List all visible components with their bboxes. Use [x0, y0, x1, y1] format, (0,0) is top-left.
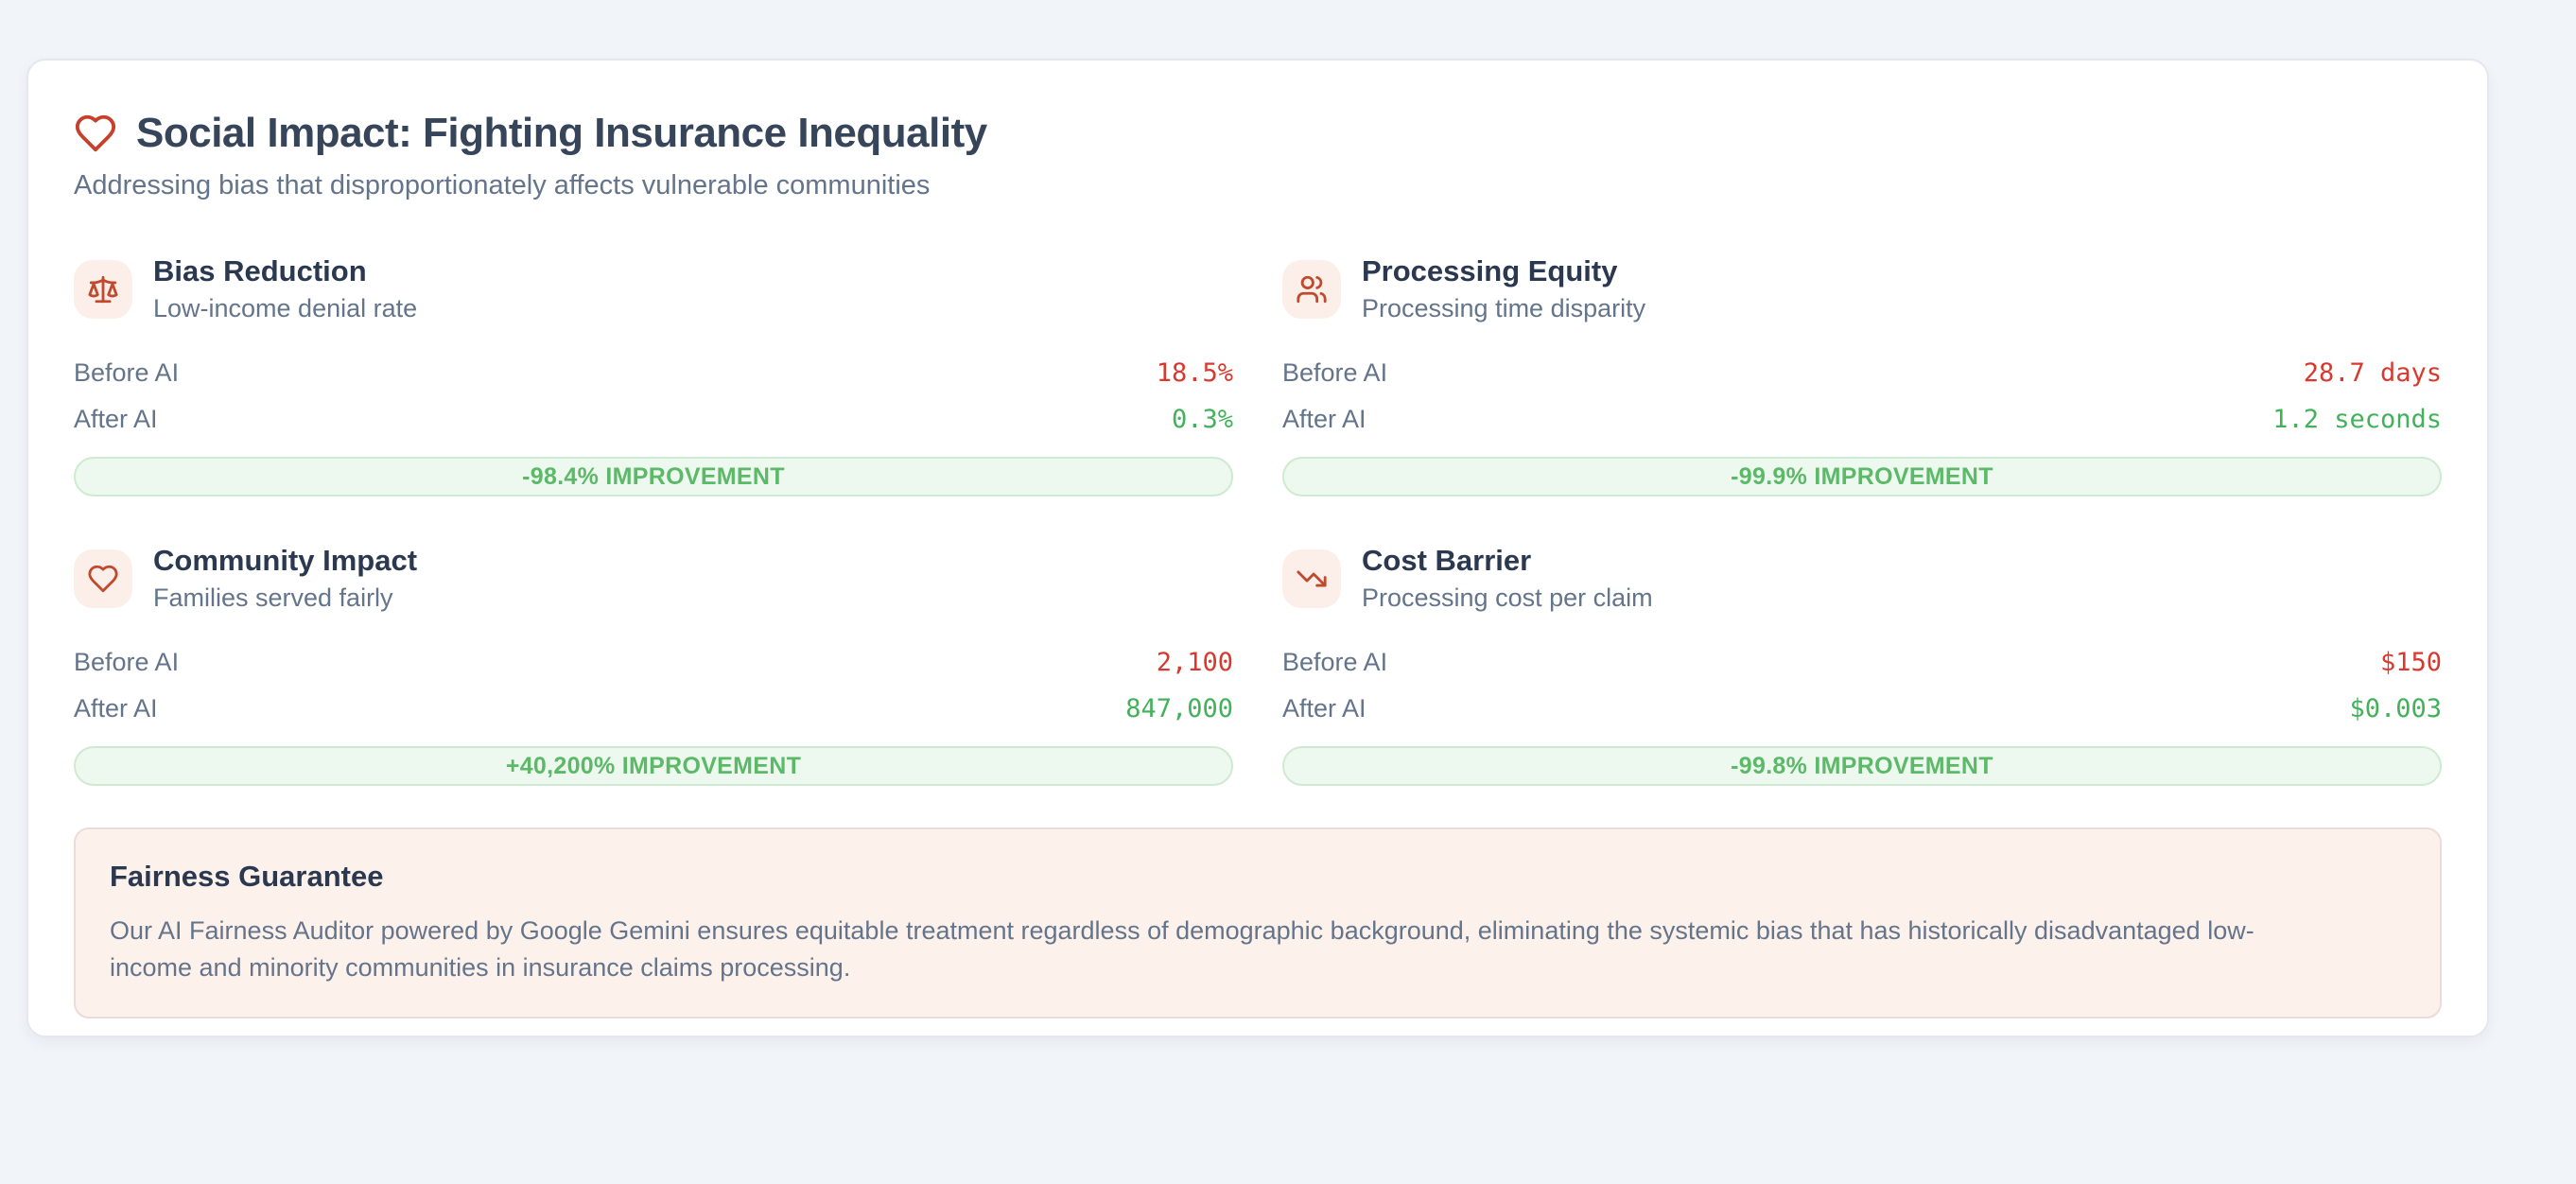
metric-subtitle: Processing cost per claim: [1362, 583, 1653, 612]
metric-rows: Before AI 18.5% After AI 0.3%: [74, 357, 1233, 434]
page-title: Social Impact: Fighting Insurance Inequa…: [136, 110, 987, 156]
after-ai-row: After AI 1.2 seconds: [1282, 404, 2442, 434]
metric-rows: Before AI 28.7 days After AI 1.2 seconds: [1282, 357, 2442, 434]
before-ai-label: Before AI: [74, 647, 180, 676]
trending-down-icon: [1282, 548, 1341, 608]
metric-header: Community Impact Families served fairly: [74, 544, 1233, 613]
improvement-badge: +40,200% IMPROVEMENT: [74, 746, 1233, 786]
metric-header: Cost Barrier Processing cost per claim: [1282, 544, 2442, 613]
fairness-body: Our AI Fairness Auditor powered by Googl…: [110, 916, 2254, 982]
metrics-grid: Bias Reduction Low-income denial rate Be…: [74, 254, 2442, 786]
after-ai-label: After AI: [74, 693, 158, 723]
before-ai-label: Before AI: [74, 357, 180, 387]
metric-title: Cost Barrier: [1362, 544, 1532, 577]
scale-icon: [74, 259, 132, 319]
before-ai-row: Before AI 2,100: [74, 647, 1233, 677]
metric-rows: Before AI 2,100 After AI 847,000: [74, 647, 1233, 723]
fairness-title: Fairness Guarantee: [110, 860, 384, 893]
before-ai-label: Before AI: [1282, 357, 1388, 387]
fairness-guarantee-panel: Fairness Guarantee Our AI Fairness Audit…: [74, 827, 2442, 1019]
metric-rows: Before AI $150 After AI $0.003: [1282, 647, 2442, 723]
after-ai-row: After AI 0.3%: [74, 404, 1233, 434]
metric-title: Bias Reduction: [153, 254, 367, 287]
after-ai-label: After AI: [1282, 404, 1366, 433]
page-subtitle: Addressing bias that disproportionately …: [74, 170, 931, 200]
after-ai-label: After AI: [74, 404, 158, 433]
after-ai-value: 847,000: [1125, 693, 1233, 723]
metric-title: Community Impact: [153, 544, 418, 577]
improvement-label: -99.8% IMPROVEMENT: [1731, 752, 1993, 779]
metric-card-cost-barrier: Cost Barrier Processing cost per claim B…: [1282, 544, 2442, 786]
before-ai-row: Before AI 18.5%: [74, 357, 1233, 388]
metric-subtitle: Families served fairly: [153, 583, 393, 612]
before-ai-value: 2,100: [1156, 647, 1233, 677]
metric-title: Processing Equity: [1362, 254, 1618, 287]
metric-card-processing-equity: Processing Equity Processing time dispar…: [1282, 254, 2442, 496]
improvement-label: +40,200% IMPROVEMENT: [505, 752, 802, 779]
before-ai-value: 28.7 days: [2303, 357, 2442, 388]
metric-subtitle: Low-income denial rate: [153, 294, 418, 322]
improvement-badge: -99.8% IMPROVEMENT: [1282, 746, 2442, 786]
improvement-badge: -98.4% IMPROVEMENT: [74, 457, 1233, 496]
metric-header: Processing Equity Processing time dispar…: [1282, 254, 2442, 323]
after-ai-value: 0.3%: [1171, 404, 1233, 434]
before-ai-row: Before AI 28.7 days: [1282, 357, 2442, 388]
heart-icon: [74, 548, 132, 608]
metric-card-community-impact: Community Impact Families served fairly …: [74, 544, 1233, 786]
after-ai-row: After AI $0.003: [1282, 693, 2442, 723]
users-icon: [1282, 259, 1341, 319]
improvement-badge: -99.9% IMPROVEMENT: [1282, 457, 2442, 496]
improvement-label: -98.4% IMPROVEMENT: [522, 462, 785, 490]
after-ai-label: After AI: [1282, 693, 1366, 723]
improvement-label: -99.9% IMPROVEMENT: [1731, 462, 1993, 490]
before-ai-value: $150: [2379, 647, 2442, 677]
social-impact-card: Social Impact: Fighting Insurance Inequa…: [26, 59, 2489, 1037]
after-ai-row: After AI 847,000: [74, 693, 1233, 723]
after-ai-value: 1.2 seconds: [2272, 404, 2442, 434]
before-ai-label: Before AI: [1282, 647, 1388, 676]
before-ai-row: Before AI $150: [1282, 647, 2442, 677]
before-ai-value: 18.5%: [1156, 357, 1233, 388]
card-header: Social Impact: Fighting Insurance Inequa…: [74, 110, 2442, 157]
metric-card-bias-reduction: Bias Reduction Low-income denial rate Be…: [74, 254, 1233, 496]
heart-icon: [75, 114, 116, 152]
after-ai-value: $0.003: [2349, 693, 2442, 723]
metric-subtitle: Processing time disparity: [1362, 294, 1646, 322]
metric-header: Bias Reduction Low-income denial rate: [74, 254, 1233, 323]
